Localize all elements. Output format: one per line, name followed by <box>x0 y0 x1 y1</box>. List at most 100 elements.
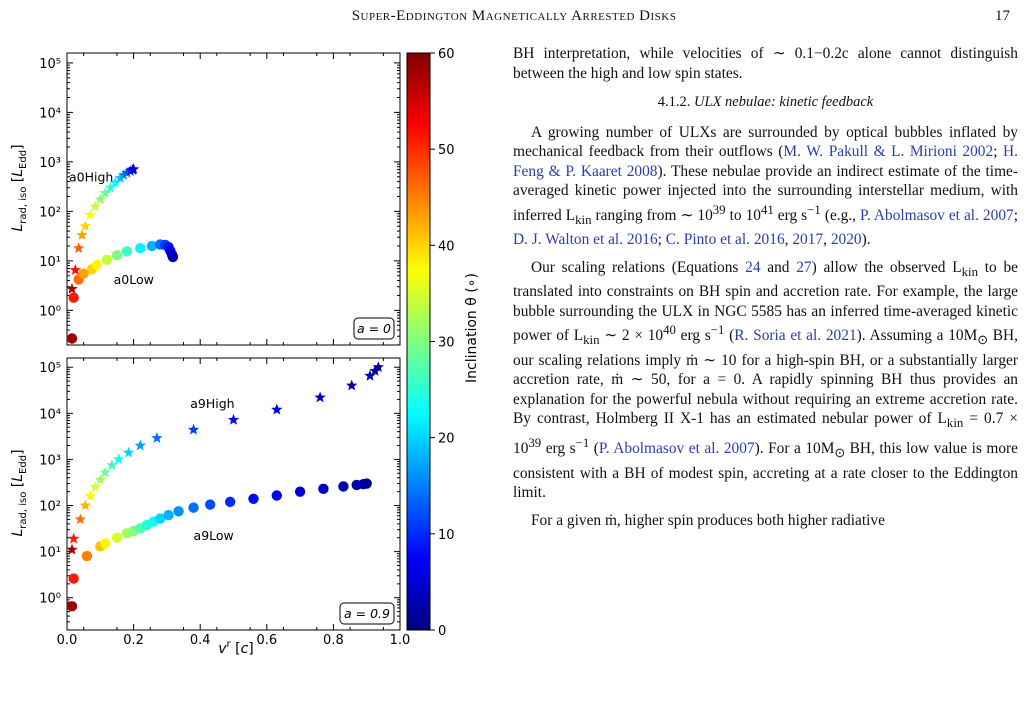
y-tick-label: 10¹ <box>39 546 61 561</box>
data-star-marker <box>99 187 111 198</box>
data-star-marker <box>89 200 102 212</box>
x-tick-label: 0.2 <box>123 633 144 648</box>
x-tick-label: 0.6 <box>256 633 277 648</box>
equation-link[interactable]: 24 <box>745 258 761 276</box>
data-circle-marker <box>163 509 174 521</box>
series-label: a9High <box>190 396 234 411</box>
text: ) allow the observed L <box>811 258 962 276</box>
panel-label-box <box>353 317 395 340</box>
x-tick-label: 1.0 <box>390 633 411 648</box>
subscript: ⊙ <box>977 333 989 348</box>
citation-link[interactable]: P. Abolmasov et al. 2007 <box>860 206 1014 224</box>
page-number: 17 <box>995 8 1010 24</box>
data-star-marker <box>369 364 381 376</box>
text: ; <box>993 143 1004 160</box>
text: Our scaling relations (Equations <box>531 258 746 276</box>
citation-link[interactable]: 2020 <box>830 231 862 249</box>
y-axis-title-sub: rad, iso <box>18 187 29 224</box>
data-star-marker <box>122 446 135 458</box>
citation-link[interactable]: D. J. Walton et al. 2016 <box>513 231 658 249</box>
data-circle-marker <box>173 506 184 517</box>
text: to be translated into constraints on BH … <box>513 258 1018 345</box>
superscript: 39 <box>528 436 542 451</box>
colorbar: 0 10 20 30 40 50 60 <box>406 47 455 639</box>
x-tick-label: 0.4 <box>190 633 211 648</box>
data-circle-marker <box>111 250 123 261</box>
data-circle-marker <box>361 478 372 489</box>
text-column: BH interpretation, while velocities of ∼… <box>513 44 1018 530</box>
data-circle-marker <box>100 538 111 549</box>
x-axis-title-sup: r <box>227 639 232 650</box>
y-axis-title-unit: L <box>10 474 26 482</box>
data-circle-marker <box>318 483 329 495</box>
colorbar-tick-label: 60 <box>438 47 455 62</box>
data-star-marker <box>364 369 376 381</box>
y-axis-title-unit: [ <box>10 177 26 187</box>
data-star-marker <box>114 172 126 183</box>
series-label: a0High <box>69 170 113 185</box>
citation-link[interactable]: M. W. Pakull & L. Mirioni 2002 <box>783 143 994 160</box>
data-star-marker <box>271 403 283 415</box>
text: to 10 <box>725 206 761 224</box>
y-axis-title-top: Lrad, iso [LEdd] <box>10 144 29 231</box>
colorbar-tick-label: 40 <box>438 239 455 254</box>
equation-link[interactable]: 27 <box>796 258 812 276</box>
superscript: 40 <box>663 323 676 338</box>
y-tick-label: 10⁴ <box>39 106 61 121</box>
data-circle-marker <box>146 240 158 252</box>
subscript: kin <box>575 212 592 227</box>
y-tick-label: 10⁵ <box>39 57 61 72</box>
y-axis-title-unit: ] <box>10 449 26 454</box>
data-star-marker <box>72 242 85 254</box>
plot-frame <box>66 52 401 346</box>
text: ). These nebulae provide an indirect est… <box>513 162 1018 224</box>
citation-link[interactable]: R. Soria et al. 2021 <box>734 327 857 345</box>
data-star-marker <box>117 169 130 180</box>
paragraph: For a given ṁ, higher spin produces both… <box>531 511 885 529</box>
superscript: −1 <box>575 436 590 451</box>
data-star-marker <box>84 490 97 501</box>
data-star-marker <box>69 264 82 275</box>
data-circle-marker <box>78 268 89 279</box>
data-circle-marker <box>66 333 78 344</box>
data-circle-marker <box>271 490 282 501</box>
data-star-marker <box>104 181 116 193</box>
paragraph: A growing number of ULXs are surrounded … <box>513 123 1018 250</box>
colorbar-tick-label: 10 <box>438 528 455 543</box>
colorbar-tick-label: 50 <box>438 143 455 158</box>
y-tick-label: 10⁴ <box>39 407 61 422</box>
data-star-marker <box>372 361 385 373</box>
data-star-marker <box>84 208 97 220</box>
series-label: a9Low <box>194 528 234 543</box>
data-star-marker <box>227 413 240 425</box>
x-axis-title-unit: [ <box>231 641 241 657</box>
colorbar-tick-label: 30 <box>438 336 455 351</box>
subsection-heading: 4.1.2. ULX nebulae: kinetic feedback <box>513 93 1018 113</box>
subscript: kin <box>946 416 964 431</box>
text: ( <box>589 440 599 458</box>
subscript: kin <box>961 264 979 279</box>
text: ). Assuming a 10M <box>856 327 978 345</box>
data-circle-marker <box>66 601 78 612</box>
data-circle-marker <box>101 254 113 266</box>
text: ; <box>657 231 666 249</box>
citation-link[interactable]: 2017 <box>792 231 824 249</box>
data-star-marker <box>66 283 78 294</box>
running-title: Super-Eddington Magnetically Arrested Di… <box>351 8 677 24</box>
data-circle-marker <box>81 550 93 562</box>
data-star-marker <box>79 220 92 232</box>
y-tick-label: 10¹ <box>39 255 61 270</box>
data-circle-marker <box>167 251 179 263</box>
text: = 0.7 × 10 <box>513 410 1018 458</box>
y-axis-title-unit: L <box>10 169 26 177</box>
text: , <box>823 231 831 249</box>
citation-link[interactable]: P. Abolmasov et al. 2007 <box>598 440 755 458</box>
colorbar-gradient <box>406 52 431 631</box>
data-star-marker <box>67 532 80 544</box>
y-axis-title-sub: rad, iso <box>18 492 29 529</box>
data-circle-marker <box>294 486 306 497</box>
citation-link[interactable]: H. Feng & P. Kaaret 2008 <box>513 143 1018 180</box>
citation-link[interactable]: C. Pinto et al. 2016 <box>665 231 785 249</box>
text: ranging from ∼ 10 <box>591 206 713 224</box>
